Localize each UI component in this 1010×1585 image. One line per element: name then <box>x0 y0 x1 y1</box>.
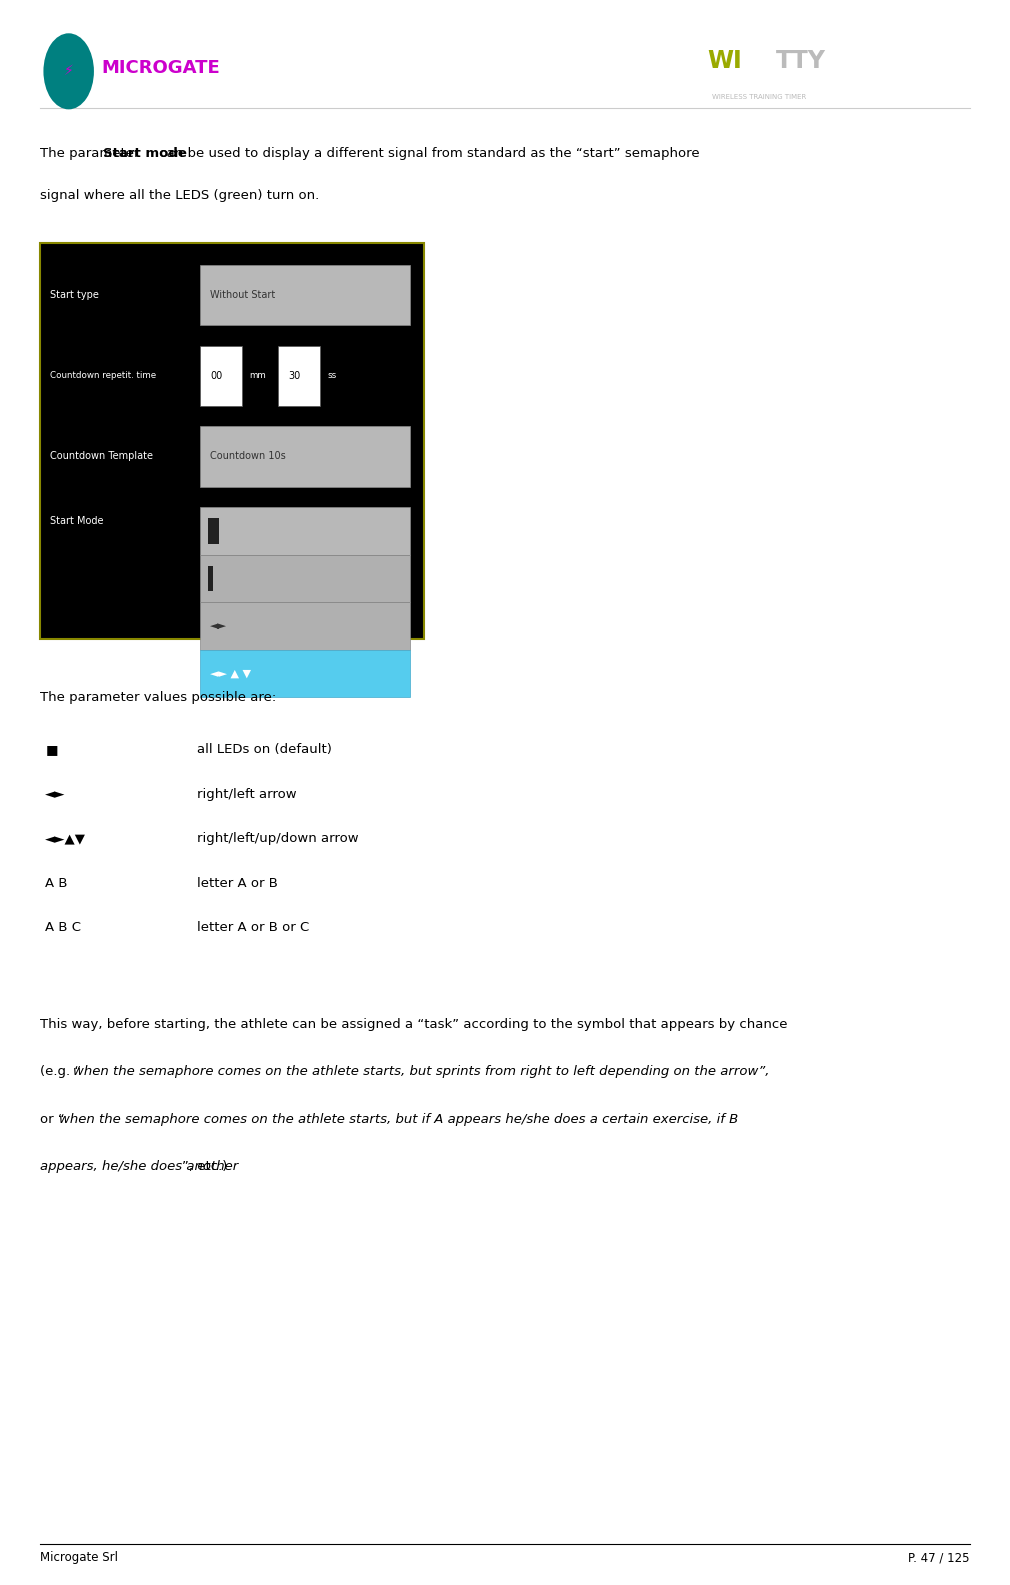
Bar <box>200 426 410 487</box>
Text: all LEDs on (default): all LEDs on (default) <box>197 743 332 756</box>
Text: P. 47 / 125: P. 47 / 125 <box>908 1552 970 1564</box>
Bar <box>200 602 410 650</box>
Text: Microgate Srl: Microgate Srl <box>40 1552 118 1564</box>
Text: ■: ■ <box>45 743 58 756</box>
Text: mm: mm <box>249 371 267 380</box>
Text: (e.g. “: (e.g. “ <box>40 1065 82 1078</box>
Bar <box>200 650 410 697</box>
Text: WI: WI <box>707 49 741 73</box>
Bar <box>200 346 242 406</box>
Text: signal where all the LEDS (green) turn on.: signal where all the LEDS (green) turn o… <box>40 189 319 201</box>
Text: 00: 00 <box>210 371 222 380</box>
Text: or “: or “ <box>40 1113 66 1125</box>
Text: 30: 30 <box>288 371 300 380</box>
Text: TTY: TTY <box>776 49 826 73</box>
Bar <box>208 566 213 591</box>
Text: Start type: Start type <box>50 290 99 300</box>
Text: Countdown repetit. time: Countdown repetit. time <box>50 371 157 380</box>
Text: ◄► ▲ ▼: ◄► ▲ ▼ <box>210 669 251 678</box>
Text: ss: ss <box>327 371 336 380</box>
Text: This way, before starting, the athlete can be assigned a “task” according to the: This way, before starting, the athlete c… <box>40 1018 788 1030</box>
Text: Countdown Template: Countdown Template <box>50 452 154 461</box>
Text: letter A or B or C: letter A or B or C <box>197 921 309 934</box>
Text: letter A or B: letter A or B <box>197 877 278 889</box>
Text: Countdown 10s: Countdown 10s <box>210 452 286 461</box>
Text: The parameter: The parameter <box>40 147 144 160</box>
Text: A B C: A B C <box>45 921 82 934</box>
Text: ◄►: ◄► <box>45 788 66 800</box>
Text: ”, etc.): ”, etc.) <box>182 1160 227 1173</box>
Bar <box>200 507 410 555</box>
Text: Start Mode: Start Mode <box>50 517 104 526</box>
Text: right/left/up/down arrow: right/left/up/down arrow <box>197 832 359 845</box>
Bar <box>40 243 424 639</box>
Text: A B: A B <box>45 877 68 889</box>
Text: ◄►▲▼: ◄►▲▼ <box>45 832 87 845</box>
Text: can be used to display a different signal from standard as the “start” semaphore: can be used to display a different signa… <box>156 147 700 160</box>
Text: WIRELESS TRAINING TIMER: WIRELESS TRAINING TIMER <box>712 94 806 100</box>
Text: The parameter values possible are:: The parameter values possible are: <box>40 691 277 704</box>
Bar <box>200 555 410 602</box>
Bar <box>278 346 320 406</box>
Text: Start mode: Start mode <box>103 147 187 160</box>
Text: right/left arrow: right/left arrow <box>197 788 297 800</box>
Text: when the semaphore comes on the athlete starts, but if A appears he/she does a c: when the semaphore comes on the athlete … <box>59 1113 738 1125</box>
Text: ⚡: ⚡ <box>64 65 74 78</box>
Text: when the semaphore comes on the athlete starts, but sprints from right to left d: when the semaphore comes on the athlete … <box>73 1065 770 1078</box>
Text: Without Start: Without Start <box>210 290 276 300</box>
Ellipse shape <box>43 33 94 109</box>
Text: appears, he/she does another: appears, he/she does another <box>40 1160 238 1173</box>
Bar <box>200 265 410 325</box>
Text: MICROGATE: MICROGATE <box>101 59 220 78</box>
Bar <box>208 518 219 544</box>
Text: ◄►: ◄► <box>210 621 227 631</box>
